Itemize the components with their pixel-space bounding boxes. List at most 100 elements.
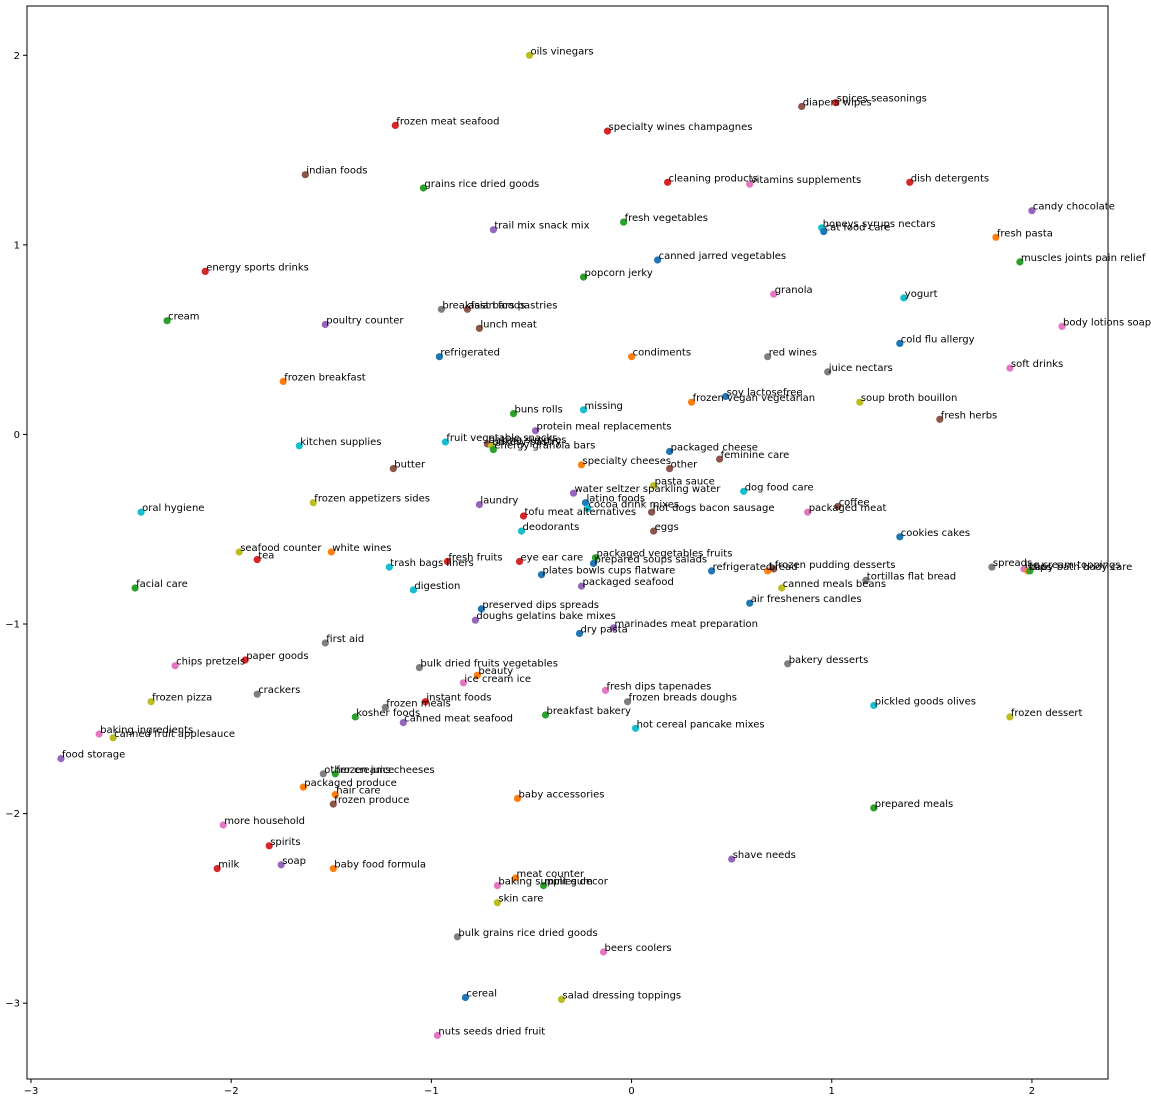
- data-point: [459, 679, 467, 687]
- y-tick-label: 0: [14, 430, 20, 441]
- point-label: cat food care: [825, 223, 891, 234]
- data-point: [515, 557, 524, 566]
- data-point: [764, 353, 772, 361]
- data-point: [299, 783, 307, 791]
- data-point: [583, 504, 592, 512]
- point-label: canned jarred vegetables: [659, 251, 787, 262]
- point-label: frozen breads doughs: [629, 693, 737, 704]
- data-point: [241, 656, 249, 664]
- point-label: cold flu allergy: [901, 334, 975, 345]
- data-point: [601, 686, 610, 695]
- data-point: [820, 228, 828, 236]
- data-point: [399, 719, 407, 727]
- point-label: preserved dips spreads: [482, 600, 599, 611]
- point-label: prepared meals: [875, 799, 953, 810]
- point-label: trail mix snack mix: [494, 221, 589, 232]
- point-label: frozen vegan vegetarian: [693, 393, 816, 404]
- point-label: granola: [775, 285, 813, 296]
- point-label: canned fruit applesauce: [114, 729, 235, 740]
- point-label: packaged vegetables fruits: [597, 549, 733, 560]
- data-point: [235, 548, 243, 556]
- y-tick-label: −1: [5, 620, 20, 631]
- data-point: [57, 755, 65, 763]
- point-label: spreads: [993, 558, 1032, 569]
- point-label: ice cream ice: [464, 674, 531, 685]
- point-label: dry pasta: [581, 625, 628, 636]
- point-label: frozen appetizers sides: [314, 494, 430, 505]
- data-point: [473, 671, 481, 679]
- data-point: [804, 508, 812, 516]
- data-point: [147, 698, 155, 706]
- point-label: canned meat seafood: [404, 714, 513, 725]
- data-point: [253, 556, 261, 564]
- data-point: [131, 584, 139, 592]
- data-point: [419, 184, 427, 192]
- data-point: [740, 487, 748, 495]
- point-label: beauty: [478, 666, 513, 677]
- data-point: [415, 664, 423, 672]
- point-label: frozen pizza: [152, 693, 212, 704]
- point-label: tea: [258, 551, 274, 562]
- x-tick-label: −2: [224, 1086, 239, 1097]
- point-label: cream: [168, 312, 199, 323]
- data-point: [171, 662, 179, 670]
- point-label: packaged meat: [809, 503, 887, 514]
- data-point: [988, 563, 996, 571]
- data-point: [900, 294, 908, 302]
- point-label: honeys syrups nectars: [823, 219, 936, 230]
- point-label: eggs: [655, 522, 679, 533]
- point-label: eye ear care: [521, 553, 584, 564]
- point-label: specialty cheeses: [583, 456, 672, 467]
- point-label: bakery desserts: [789, 655, 869, 666]
- point-label: yogurt: [905, 289, 938, 300]
- point-label: other: [671, 460, 699, 471]
- data-point: [351, 713, 359, 721]
- point-label: soy lactosefree: [727, 388, 803, 399]
- point-label: specialty wines champagnes: [609, 122, 753, 133]
- point-label: energy granola bars: [494, 441, 595, 452]
- point-label: bakery pastry: [492, 437, 561, 448]
- data-point: [389, 465, 397, 473]
- y-tick-label: −3: [5, 999, 20, 1010]
- point-label: marinades meat preparation: [615, 619, 759, 630]
- data-point: [475, 501, 483, 509]
- point-label: instant foods: [426, 693, 491, 704]
- data-point: [716, 455, 724, 463]
- point-label: breakfast bakery: [547, 706, 631, 717]
- point-label: breakfast bars pastries: [442, 300, 557, 311]
- data-point: [579, 273, 588, 281]
- data-point: [1026, 567, 1034, 575]
- data-point: [591, 554, 600, 562]
- data-point: [569, 489, 578, 497]
- data-point: [435, 353, 443, 361]
- data-point: [650, 482, 658, 490]
- data-point: [577, 461, 586, 469]
- data-point: [557, 995, 566, 1004]
- data-point: [511, 874, 520, 882]
- data-point: [992, 233, 1000, 241]
- data-point: [421, 698, 429, 706]
- data-point: [295, 442, 303, 450]
- data-point: [778, 584, 786, 592]
- data-point: [906, 178, 914, 186]
- data-point: [870, 701, 878, 710]
- data-point: [628, 353, 636, 361]
- data-point: [579, 406, 588, 414]
- data-point: [391, 121, 399, 129]
- data-point: [862, 576, 870, 585]
- point-label: red wines: [769, 348, 817, 359]
- data-point: [1006, 364, 1014, 372]
- point-label: bulk grains rice dried goods: [458, 928, 597, 939]
- data-point: [213, 865, 221, 873]
- data-point: [327, 548, 335, 556]
- data-point: [784, 660, 792, 668]
- point-label: poultry counter: [326, 316, 404, 327]
- data-point: [329, 865, 337, 873]
- point-label: facial care: [136, 579, 188, 590]
- point-label: more household: [224, 816, 305, 827]
- point-label: packaged seafood: [583, 577, 674, 588]
- data-point: [896, 533, 904, 541]
- point-label: frozen meat seafood: [396, 116, 499, 127]
- data-point: [519, 512, 528, 520]
